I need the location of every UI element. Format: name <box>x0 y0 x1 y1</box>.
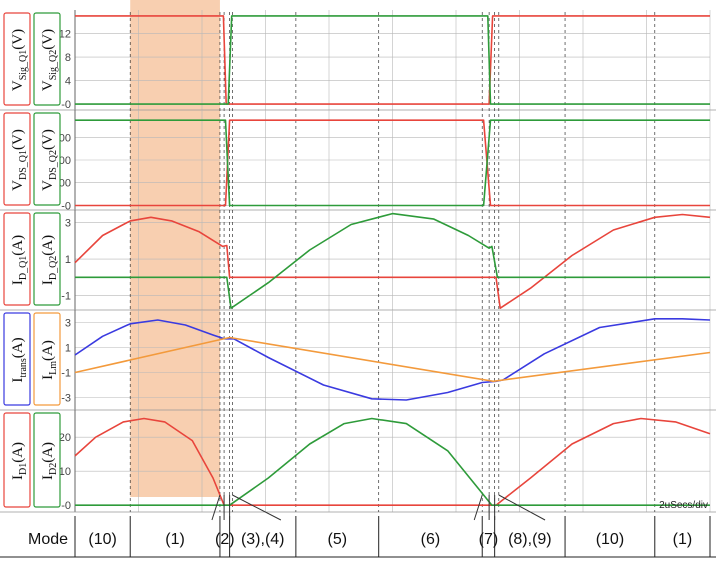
y-tick-label: 12 <box>59 29 71 41</box>
axis-label-trans: Itrans(A) <box>10 337 29 382</box>
mode-label: Mode <box>28 531 68 548</box>
series-line-vsig-1 <box>75 15 710 105</box>
time-per-div-label: 2uSecs/div <box>659 500 708 511</box>
axis-label-d1: ID1(A) <box>10 442 29 480</box>
mode-boundaries <box>129 12 656 512</box>
y-tick-label: 1 <box>65 343 71 355</box>
axis-label-box <box>3 212 31 306</box>
axis-label-box <box>33 112 61 206</box>
series-line-vds-0 <box>75 119 710 207</box>
axis-label-box <box>33 12 61 106</box>
mode-callout-line <box>494 494 546 521</box>
mode-callout-line <box>211 494 225 521</box>
mode-callout-line <box>229 494 282 521</box>
mode-cell-label: (6) <box>421 531 441 548</box>
y-tick-label: 4 <box>65 76 71 88</box>
mode-cell-label: (1) <box>165 531 185 548</box>
mode-cell-label: (2) <box>215 531 235 548</box>
chart-grid <box>0 10 716 513</box>
axis-label-box <box>3 12 31 106</box>
mode-cell-label: (10) <box>596 531 624 548</box>
y-tick-label: -1 <box>61 368 71 380</box>
mode-cell-label: (3),(4) <box>241 531 285 548</box>
series-line-vds-1 <box>75 119 710 207</box>
axis-labels: 1284-0VSig_Q1(V)VSig_Q2(V)300200100-0VDS… <box>3 12 708 512</box>
axis-label-lm: ILm(A) <box>40 340 59 380</box>
axis-label-d2: ID2(A) <box>40 442 59 480</box>
y-tick-label: -3 <box>61 393 71 405</box>
highlight-band <box>130 0 220 497</box>
mode-bar: Mode (10) (1) (2) (3),(4) (5) (6) (7) (8),(9) (10… <box>0 494 716 558</box>
mode-cell-label: (5) <box>328 531 348 548</box>
axis-label-box <box>33 412 61 508</box>
series-line-vsig-0 <box>75 15 710 105</box>
series-line-id-0 <box>74 213 711 309</box>
axis-label-box <box>3 312 31 406</box>
series-line-itrans-1 <box>74 336 711 383</box>
mode-cell-label: (1) <box>673 531 693 548</box>
axis-label-box <box>33 312 61 406</box>
series-line-itrans-0 <box>74 318 711 401</box>
axis-label-sig_q1: VSig_Q1(V) <box>10 29 29 91</box>
mode-cell-label: (7) <box>479 531 499 548</box>
y-tick-label: -0 <box>61 99 71 111</box>
axis-label-d_q1: ID_Q1(A) <box>10 235 29 285</box>
series-line-id-1 <box>75 212 710 309</box>
y-tick-label: 3 <box>65 218 71 230</box>
y-tick-label: 20 <box>59 432 71 444</box>
axis-label-box <box>3 112 31 206</box>
axis-label-ds_q1: VDS_Q1(V) <box>10 129 29 191</box>
axis-label-ds_q2: VDS_Q2(V) <box>40 129 59 191</box>
axis-label-d_q2: ID_Q2(A) <box>40 235 59 285</box>
chart-background <box>130 0 220 497</box>
axis-label-sig_q2: VSig_Q2(V) <box>40 29 59 91</box>
y-tick-label: 3 <box>65 318 71 330</box>
y-tick-label: 10 <box>59 466 71 478</box>
y-tick-label: -0 <box>61 500 71 512</box>
mode-callout-line <box>473 494 490 521</box>
series-line-idiode-1 <box>75 417 710 506</box>
axis-label-box <box>33 212 61 306</box>
y-tick-label: -0 <box>61 200 71 212</box>
axis-label-box <box>3 412 31 508</box>
chart-series <box>74 15 711 506</box>
mode-cell-label: (10) <box>88 531 116 548</box>
mode-cell-label: (8),(9) <box>508 531 552 548</box>
y-tick-label: -1 <box>61 290 71 302</box>
y-tick-label: 8 <box>65 52 71 64</box>
y-tick-label: 1 <box>65 254 71 266</box>
